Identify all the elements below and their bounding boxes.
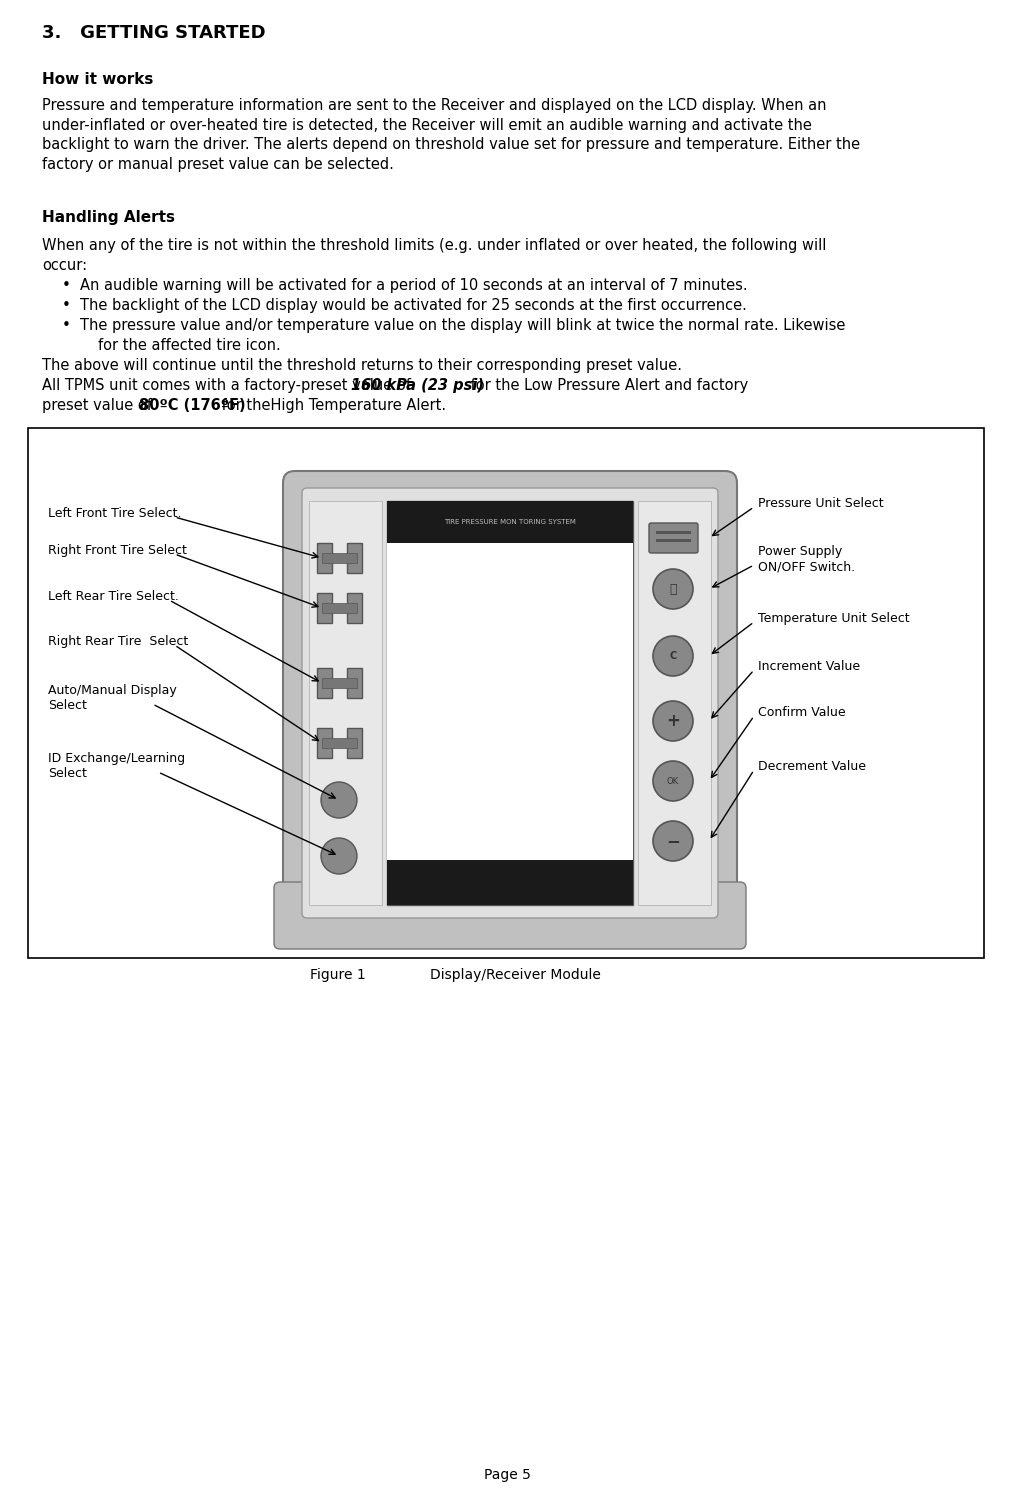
Text: −: − [666,832,680,850]
Text: Decrement Value: Decrement Value [758,760,866,773]
Text: Left Rear Tire Select.: Left Rear Tire Select. [48,589,178,603]
Text: Right Rear Tire  Select: Right Rear Tire Select [48,634,189,648]
Bar [387,543,633,860]
Text: Power Supply
ON/OFF Switch.: Power Supply ON/OFF Switch. [758,545,855,573]
Circle shape [653,568,693,609]
Bar [322,678,357,688]
Text: Auto/Manual Display
Select: Auto/Manual Display Select [48,684,176,712]
Text: for the Low Pressure Alert and factory: for the Low Pressure Alert and factory [465,378,748,393]
Text: Increment Value: Increment Value [758,660,860,673]
Text: for theHigh Temperature Alert.: for theHigh Temperature Alert. [217,398,446,413]
Bar [347,592,362,622]
Text: C: C [669,651,676,661]
Text: Confirm Value: Confirm Value [758,706,846,720]
Text: occur:: occur: [42,257,87,272]
Text: Pressure and temperature information are sent to the Receiver and displayed on t: Pressure and temperature information are… [42,99,826,114]
Text: preset value of: preset value of [42,398,156,413]
Circle shape [653,636,693,676]
Circle shape [653,761,693,800]
Bar [317,592,332,622]
Text: ID Exchange/Learning
Select: ID Exchange/Learning Select [48,752,186,779]
Bar [387,501,633,905]
Bar [317,729,332,758]
Text: Right Front Tire Select: Right Front Tire Select [48,545,187,557]
Text: OK: OK [667,776,679,785]
Bar [656,539,691,542]
Text: Pressure Unit Select: Pressure Unit Select [758,497,883,510]
Bar [322,738,357,748]
Bar [387,501,633,543]
Text: Figure 1: Figure 1 [310,968,366,981]
FancyBboxPatch shape [274,883,746,948]
Bar [347,543,362,573]
Circle shape [653,702,693,741]
Text: factory or manual preset value can be selected.: factory or manual preset value can be se… [42,157,393,172]
Text: The pressure value and/or temperature value on the display will blink at twice t: The pressure value and/or temperature va… [80,319,846,334]
Text: Handling Alerts: Handling Alerts [42,209,175,224]
Text: TIRE PRESSURE MON TORING SYSTEM: TIRE PRESSURE MON TORING SYSTEM [444,519,576,525]
Bar [387,860,633,905]
Text: 160 kPa (23 psi): 160 kPa (23 psi) [351,378,484,393]
Text: An audible warning will be activated for a period of 10 seconds at an interval o: An audible warning will be activated for… [80,278,747,293]
FancyBboxPatch shape [302,488,718,919]
Text: under-inflated or over-heated tire is detected, the Receiver will emit an audibl: under-inflated or over-heated tire is de… [42,118,812,133]
Text: 3.   GETTING STARTED: 3. GETTING STARTED [42,24,266,42]
Circle shape [321,838,357,874]
Text: Temperature Unit Select: Temperature Unit Select [758,612,910,625]
Text: When any of the tire is not within the threshold limits (e.g. under inflated or : When any of the tire is not within the t… [42,238,826,253]
Text: •: • [62,298,71,313]
Bar [347,729,362,758]
FancyBboxPatch shape [649,524,698,554]
FancyBboxPatch shape [283,471,737,916]
Text: How it works: How it works [42,72,153,87]
Text: All TPMS unit comes with a factory-preset value of: All TPMS unit comes with a factory-prese… [42,378,416,393]
Text: Page 5: Page 5 [484,1468,530,1483]
Text: Left Front Tire Select.: Left Front Tire Select. [48,507,182,521]
Text: Display/Receiver Module: Display/Receiver Module [430,968,601,981]
Circle shape [653,821,693,862]
Bar [317,543,332,573]
Bar [656,531,691,534]
Text: for the affected tire icon.: for the affected tire icon. [98,338,281,353]
Bar [322,554,357,562]
Bar [347,669,362,699]
Bar [638,501,711,905]
Text: backlight to warn the driver. The alerts depend on threshold value set for press: backlight to warn the driver. The alerts… [42,138,860,153]
Circle shape [321,782,357,818]
Text: 80ºC (176ºF): 80ºC (176ºF) [139,398,245,413]
Text: +: + [666,712,680,730]
Text: •: • [62,278,71,293]
Bar [309,501,382,905]
Bar [317,669,332,699]
Text: The backlight of the LCD display would be activated for 25 seconds at the first : The backlight of the LCD display would b… [80,298,747,313]
Text: The above will continue until the threshold returns to their corresponding prese: The above will continue until the thresh… [42,358,682,373]
Text: •: • [62,319,71,334]
Bar [322,603,357,613]
Text: ⏻: ⏻ [669,582,676,595]
Bar [28,428,984,957]
